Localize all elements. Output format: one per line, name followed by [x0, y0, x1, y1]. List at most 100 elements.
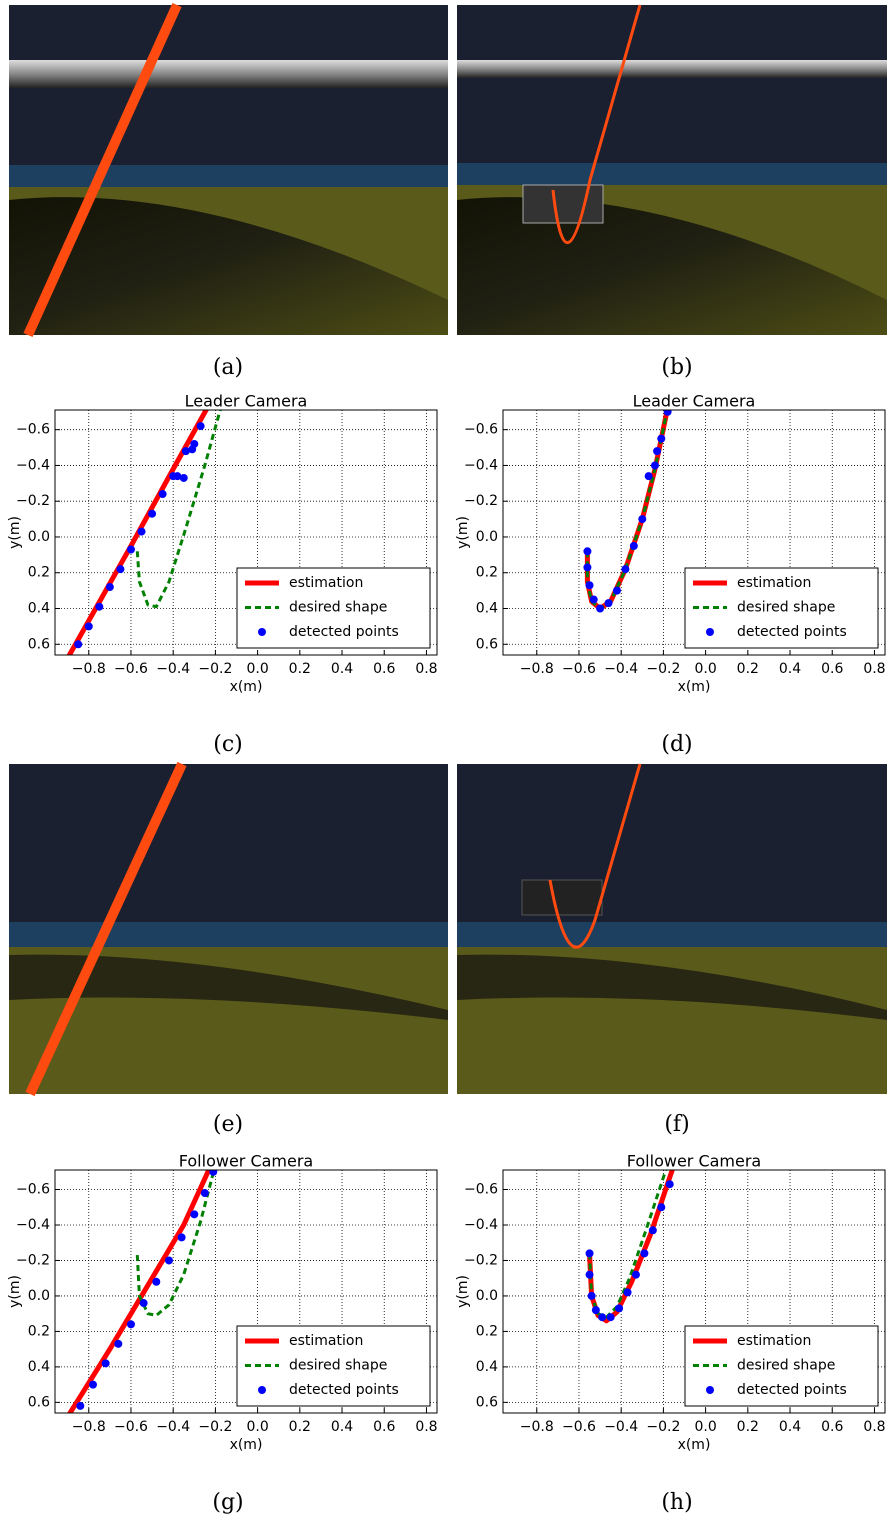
x-tick-label: 0.0 [246, 661, 268, 677]
data-point [585, 1249, 594, 1258]
data-point [158, 490, 167, 499]
caption: (a) [213, 355, 243, 380]
y-tick-label: 0.0 [28, 529, 50, 545]
y-tick-label: −0.2 [16, 493, 50, 509]
x-axis-label: x(m) [230, 1437, 263, 1453]
x-tick-label: 0.6 [373, 1419, 395, 1435]
data-point [612, 586, 621, 595]
image-e [9, 761, 448, 1097]
data-point [76, 1401, 85, 1410]
legend-label: detected points [289, 624, 399, 640]
y-tick-label: 0.2 [28, 1323, 50, 1339]
data-point [644, 472, 653, 481]
y-tick-label: 0.2 [28, 565, 50, 581]
x-tick-label: 0.8 [863, 1419, 885, 1435]
series-line [135, 1170, 216, 1317]
data-point [653, 447, 662, 456]
y-tick-label: −0.6 [464, 1182, 498, 1198]
series-layer [585, 1170, 678, 1324]
y-tick-label: 0.4 [476, 1359, 498, 1375]
data-point [137, 527, 146, 536]
data-point [126, 545, 135, 554]
y-tick-label: 0.4 [476, 601, 498, 617]
x-tick-label: 0.6 [373, 661, 395, 677]
data-point [606, 1313, 615, 1322]
y-tick-label: −0.4 [16, 457, 50, 473]
caption: (h) [661, 1490, 692, 1515]
data-point [196, 422, 205, 431]
data-point [583, 547, 592, 556]
x-tick-label: −0.2 [646, 661, 680, 677]
data-point [629, 541, 638, 550]
data-point [164, 1256, 173, 1265]
x-tick-label: 0.0 [694, 661, 716, 677]
x-tick-label: 0.4 [779, 661, 801, 677]
data-point [585, 581, 594, 590]
data-point [621, 565, 630, 574]
data-point [190, 439, 199, 448]
plot-frame [54, 1169, 438, 1414]
x-tick-label: −0.8 [72, 1419, 106, 1435]
chart-title: Follower Camera [179, 1152, 313, 1171]
x-tick-label: −0.6 [562, 1419, 596, 1435]
y-tick-label: −0.6 [16, 1182, 50, 1198]
x-tick-label: −0.2 [198, 1419, 232, 1435]
legend-swatch [258, 628, 266, 636]
y-tick-label: 0.6 [28, 636, 50, 652]
y-tick-label: 0.2 [476, 565, 498, 581]
x-tick-label: 0.0 [246, 1419, 268, 1435]
data-point [105, 583, 114, 592]
data-point [88, 1380, 97, 1389]
caption: (b) [661, 355, 692, 380]
caption: (f) [664, 1112, 689, 1137]
x-tick-label: 0.8 [415, 1419, 437, 1435]
x-tick-label: 0.0 [694, 1419, 716, 1435]
caption: (e) [213, 1112, 243, 1137]
data-point [623, 1288, 632, 1297]
series-line [67, 1170, 212, 1413]
x-tick-label: −0.6 [562, 661, 596, 677]
legend-label: estimation [289, 1333, 363, 1349]
y-tick-label: −0.6 [16, 422, 50, 438]
y-axis-label: y(m) [7, 516, 23, 549]
x-tick-label: −0.8 [520, 1419, 554, 1435]
data-point [587, 1291, 596, 1300]
x-tick-label: 0.2 [737, 661, 759, 677]
y-axis-label: y(m) [455, 516, 471, 549]
y-tick-label: 0.6 [476, 636, 498, 652]
y-tick-label: 0.6 [28, 1394, 50, 1410]
data-point [648, 1226, 657, 1235]
y-tick-label: −0.4 [464, 1217, 498, 1233]
legend-label: desired shape [737, 1358, 835, 1374]
data-point [583, 563, 592, 572]
y-tick-label: 0.2 [476, 1323, 498, 1339]
image-a [9, 2, 448, 338]
legend-swatch [258, 1386, 266, 1394]
data-point [604, 599, 613, 608]
x-tick-label: −0.4 [604, 1419, 638, 1435]
data-point [650, 461, 659, 470]
data-point [177, 1233, 186, 1242]
data-point [173, 472, 182, 481]
plot-frame [502, 1169, 886, 1414]
data-point [665, 1180, 674, 1189]
data-point [64, 658, 72, 666]
image-b [457, 4, 887, 335]
data-point [84, 622, 93, 631]
series-layer [67, 1170, 218, 1413]
data-point [95, 602, 104, 611]
y-tick-label: −0.4 [16, 1217, 50, 1233]
x-tick-label: 0.4 [331, 1419, 353, 1435]
chart-title: Leader Camera [185, 392, 308, 411]
caption: (d) [661, 732, 692, 757]
data-point [190, 1210, 199, 1219]
x-tick-label: −0.4 [156, 661, 190, 677]
x-axis-label: x(m) [230, 679, 263, 695]
plot-frame [54, 409, 438, 656]
data-point [116, 565, 125, 574]
x-tick-label: −0.4 [156, 1419, 190, 1435]
y-axis-label: y(m) [455, 1275, 471, 1308]
data-point [139, 1299, 148, 1308]
y-tick-label: −0.2 [464, 493, 498, 509]
x-tick-label: −0.2 [198, 661, 232, 677]
